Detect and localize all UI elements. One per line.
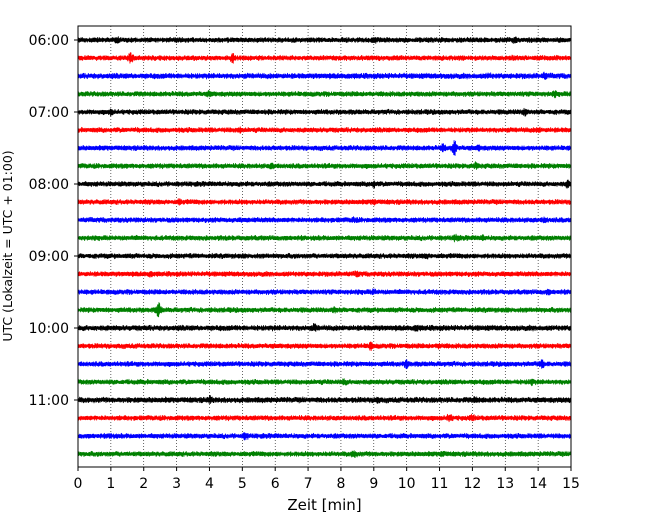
seismogram-trace — [77, 288, 572, 296]
y-tick-label: 08:00 — [29, 177, 69, 193]
y-tick-label: 06:00 — [29, 33, 69, 49]
y-axis-label: UTC (Lokalzeit = UTC + 01:00) — [0, 150, 15, 341]
seismogram-trace — [77, 198, 572, 206]
plot-frame — [77, 25, 572, 468]
seismogram-trace — [77, 179, 572, 189]
x-tick-label: 2 — [139, 476, 148, 492]
x-tick-label: 9 — [369, 476, 378, 492]
x-tick-label: 13 — [496, 476, 514, 492]
x-tick-label: 15 — [562, 476, 580, 492]
seismogram-trace — [77, 359, 572, 370]
seismogram-trace — [77, 36, 572, 44]
seismogram-trace — [77, 302, 572, 318]
seismogram-trace — [77, 341, 572, 352]
seismogram-trace — [77, 432, 572, 441]
x-tick-label: 3 — [172, 476, 181, 492]
y-tick-label: 10:00 — [29, 321, 69, 337]
seismogram-trace — [77, 90, 572, 99]
seismogram-trace — [77, 71, 572, 80]
x-tick-label: 4 — [205, 476, 214, 492]
x-axis-ticks: 0 1 2 3 4 5 6 7 8 9 10 11 12 13 14 15 — [74, 467, 580, 492]
seismogram-trace — [77, 126, 572, 134]
seismogram-trace — [77, 233, 572, 243]
seismogram-trace — [77, 107, 572, 117]
x-tick-label: 6 — [271, 476, 280, 492]
x-tick-label: 12 — [463, 476, 481, 492]
x-tick-label: 14 — [529, 476, 547, 492]
x-tick-label: 11 — [431, 476, 449, 492]
seismogram-trace — [77, 216, 572, 224]
y-axis-ticks: 06:00 07:00 08:00 09:00 10:00 11:00 — [29, 33, 78, 409]
seismogram-trace — [77, 394, 572, 405]
x-tick-label: 10 — [398, 476, 416, 492]
y-tick-label: 07:00 — [29, 105, 69, 121]
x-tick-label: 7 — [304, 476, 313, 492]
seismogram-trace — [77, 270, 572, 278]
seismogram-traces — [77, 36, 572, 458]
seismogram-trace — [77, 450, 572, 458]
y-tick-label: 09:00 — [29, 249, 69, 265]
seismogram-trace — [77, 323, 572, 332]
seismogram-trace — [77, 378, 572, 387]
y-tick-label: 11:00 — [29, 393, 69, 409]
x-tick-label: 0 — [74, 476, 83, 492]
seismogram-trace — [77, 140, 572, 156]
seismogram-trace — [77, 413, 572, 423]
seismogram-trace — [77, 161, 572, 170]
x-axis-label: Zeit [min] — [287, 496, 361, 514]
seismogram-trace — [77, 252, 572, 260]
x-tick-label: 5 — [238, 476, 247, 492]
x-tick-label: 1 — [106, 476, 115, 492]
seismogram-trace — [77, 52, 572, 64]
x-tick-label: 8 — [336, 476, 345, 492]
